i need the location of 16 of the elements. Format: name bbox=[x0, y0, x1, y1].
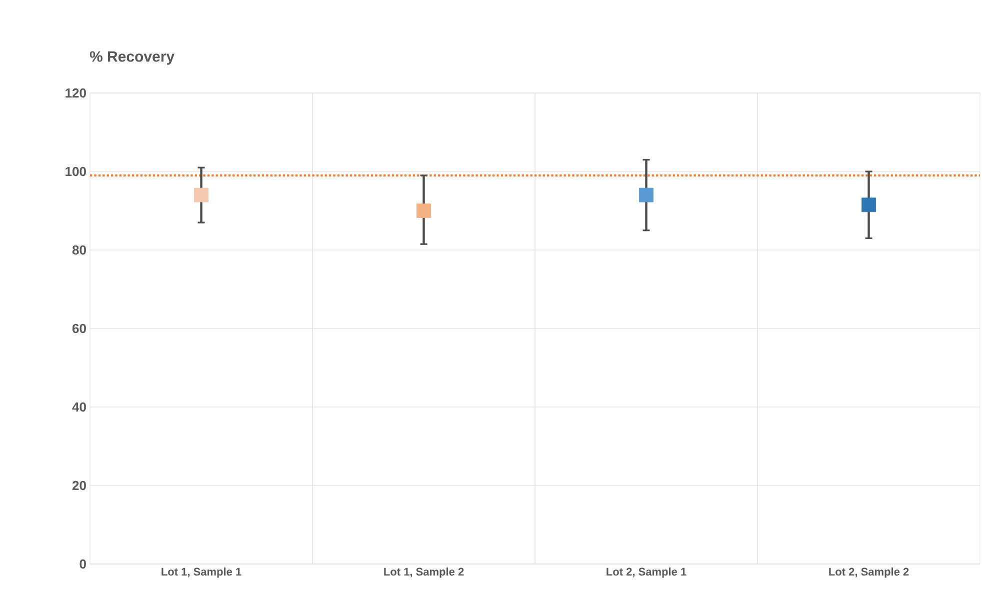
y-tick-label: 40 bbox=[72, 402, 86, 412]
x-tick-label: Lot 2, Sample 1 bbox=[606, 568, 686, 578]
y-tick-label: 100 bbox=[66, 166, 86, 176]
chart-title: % Recovery bbox=[90, 51, 174, 65]
x-tick-label: Lot 1, Sample 1 bbox=[162, 568, 242, 578]
x-tick-label: Lot 2, Sample 2 bbox=[829, 568, 909, 578]
y-tick-label: 60 bbox=[72, 324, 86, 334]
y-tick-label: 20 bbox=[72, 480, 86, 490]
point bbox=[639, 188, 654, 202]
x-tick-label: Lot 1, Sample 2 bbox=[384, 568, 464, 578]
y-tick-label: 0 bbox=[80, 559, 86, 569]
point bbox=[194, 188, 208, 202]
point bbox=[862, 198, 876, 212]
y-tick-label: 120 bbox=[66, 88, 86, 98]
point bbox=[416, 204, 431, 218]
y-tick-label: 80 bbox=[72, 245, 86, 255]
